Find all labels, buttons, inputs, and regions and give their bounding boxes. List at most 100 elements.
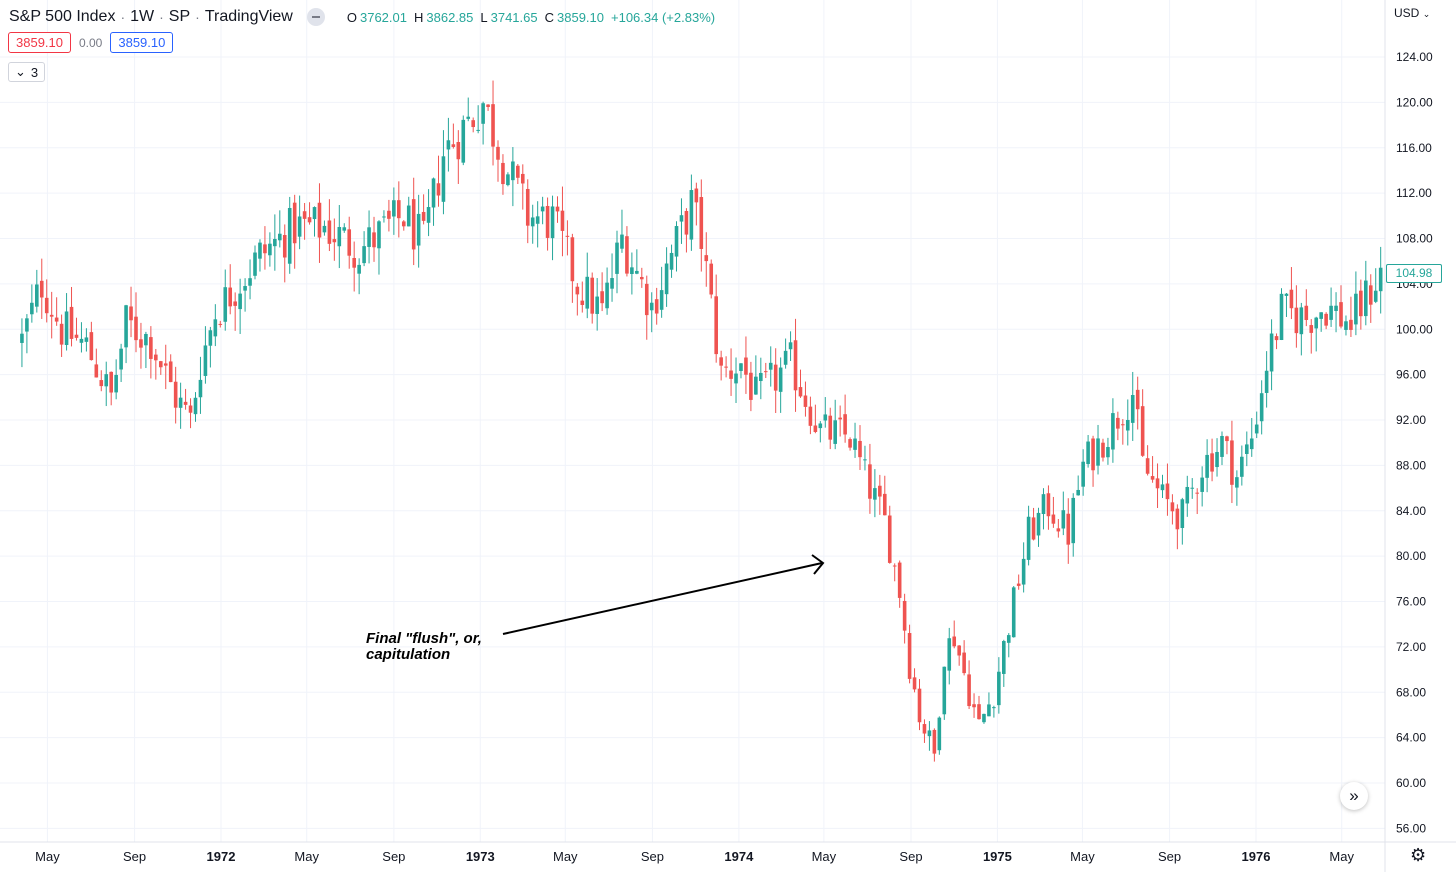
candle [223,269,228,331]
high-value: 3862.85 [426,9,474,25]
candle-body [1051,514,1056,524]
candle-body [1349,319,1353,330]
gear-icon[interactable]: ⚙ [1410,845,1427,865]
candle-body [322,225,327,233]
candle [287,196,292,274]
candle-body [1334,305,1338,311]
candle [411,177,416,266]
indicators-toggle[interactable]: ⌄ 3 [8,62,46,82]
chevron-down-icon: ⌄ [1422,9,1431,19]
candle-body [362,246,366,264]
y-tick-label: 64.00 [1396,731,1426,745]
candle [426,189,431,237]
candle-body [833,420,837,444]
double-chevron-right-icon[interactable]: » [1340,782,1368,810]
candle [416,194,421,268]
candle-body [49,314,54,317]
candle [942,666,947,720]
candle [1274,333,1279,350]
candle-body [382,216,386,218]
candle-body [922,724,927,734]
candle [957,645,961,666]
candle [1230,420,1234,504]
candle [1225,435,1229,455]
sell-price-button[interactable]: 3859.10 [8,32,71,53]
candle [104,361,109,407]
candle [1195,488,1200,515]
candle-body [654,299,659,314]
candle-body [967,674,971,707]
candle [1061,491,1066,536]
symbol-title[interactable]: S&P 500 Index [9,8,116,25]
candle [277,210,282,248]
candle [1116,411,1120,441]
candle-body [1314,317,1319,329]
candle [436,155,441,207]
candle [44,279,49,323]
candle [466,97,471,122]
currency-selector[interactable]: USD ⌄ [1394,6,1430,20]
candle [124,304,128,364]
candle [1309,319,1314,354]
candle [739,363,743,379]
candle-body [957,645,961,656]
candle [154,348,158,380]
candle [952,620,957,649]
candle-body [198,379,203,398]
candle [451,123,456,149]
interval-label[interactable]: 1W [130,8,155,25]
candle-body [352,257,356,268]
candle-body [1076,489,1080,496]
candle [1121,419,1125,445]
candle-body [927,730,932,737]
close-value: 3859.10 [557,9,604,25]
candle [516,164,520,184]
candle [1125,399,1130,446]
candle [1210,438,1214,482]
candle-body [1046,493,1051,517]
candle [506,172,510,187]
candle-body [89,332,94,361]
candle-body [649,302,654,311]
candle [511,147,515,207]
candle [322,220,327,236]
candle [907,624,912,684]
candle-body [590,277,595,314]
candle-body [793,340,798,391]
candle [858,425,862,470]
candle [1135,376,1140,430]
candle [178,382,183,429]
candle [1240,445,1244,486]
candle-body [1185,486,1190,504]
candle [873,469,877,518]
candle [635,249,639,275]
candle-body [679,215,684,222]
eye-icon[interactable] [306,8,325,26]
candle [362,231,366,267]
candle-body [516,165,520,178]
candle-body [724,366,728,368]
candle [640,267,644,288]
candle [1373,268,1378,304]
candle-body [620,234,624,249]
candle [1031,507,1036,541]
buy-price-button[interactable]: 3859.10 [110,32,174,53]
candle-body [878,485,882,497]
candle [729,348,733,396]
candle-body [406,205,411,227]
candle-body [669,252,674,270]
candle-body [1344,321,1348,330]
candle [129,286,133,338]
candle-body [476,129,480,131]
candle [59,314,64,357]
candle-body [744,357,748,375]
candle [535,201,540,248]
candle [887,505,892,564]
candle [649,292,654,333]
candle-body [158,361,163,368]
candle [1041,488,1046,530]
candle [69,286,74,347]
candle [992,705,996,718]
candle-body [377,221,381,249]
